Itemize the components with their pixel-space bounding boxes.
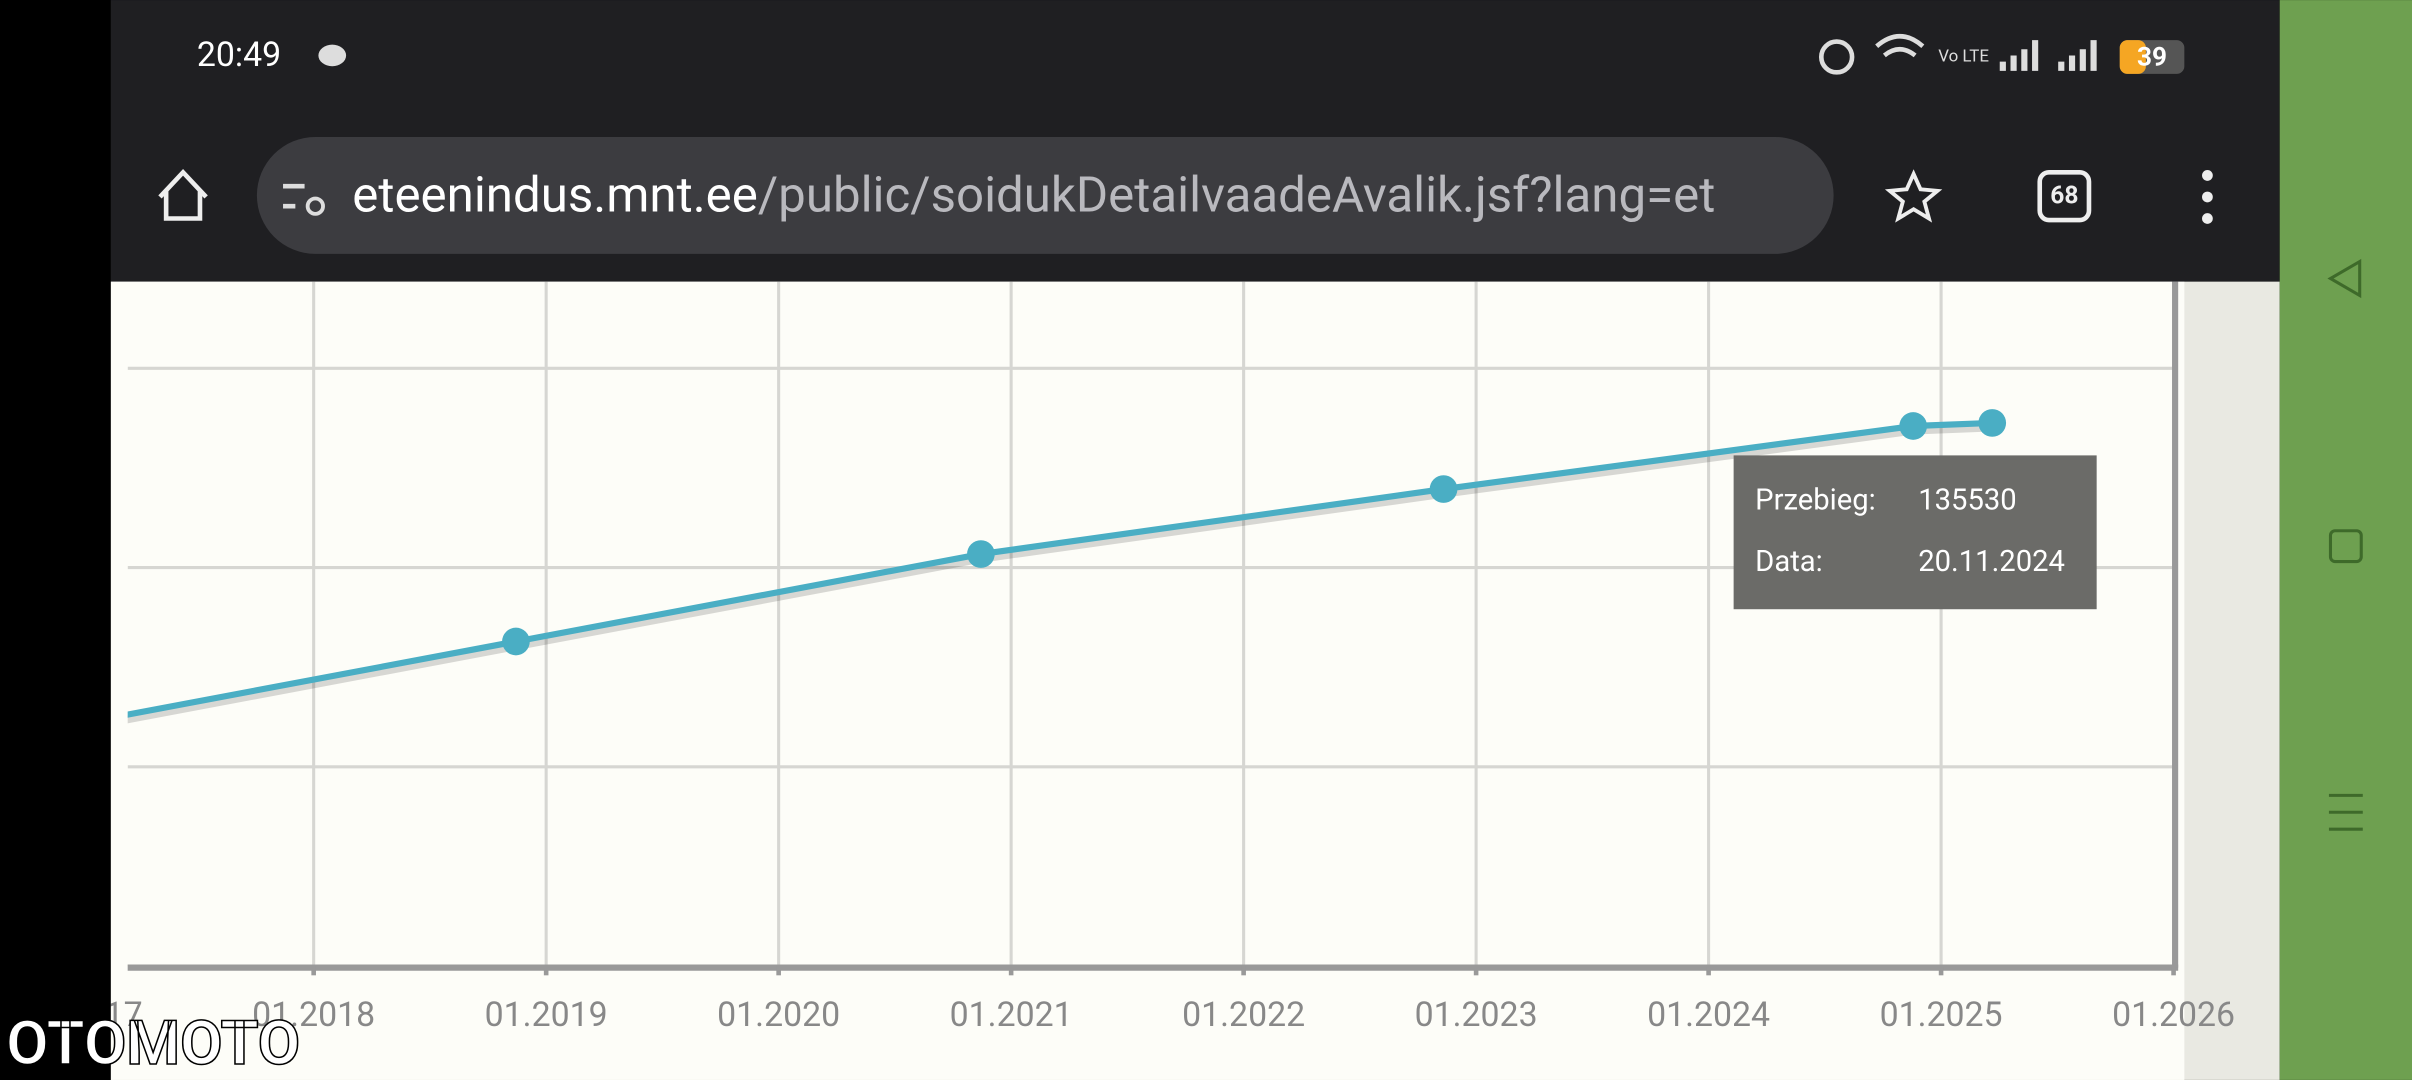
- left-bar: [0, 0, 111, 1080]
- tooltip: Przebieg: 135530 Data: 20.11.2024: [1733, 455, 2097, 610]
- tab-count: 68: [2050, 181, 2078, 210]
- recents-button[interactable]: [2328, 793, 2363, 831]
- plot-area: [127, 281, 2174, 967]
- nav-bar: [2279, 0, 2412, 1080]
- wifi-icon: [1875, 33, 1925, 58]
- url-bar[interactable]: [256, 136, 1834, 254]
- alarm-icon: [1818, 39, 1855, 75]
- x-tick-label: 01.2024: [1647, 996, 1770, 1035]
- watermark: OTOMOTO: [6, 1008, 300, 1080]
- data-point: [1429, 475, 1458, 503]
- data-point: [502, 627, 530, 656]
- tooltip-box: [1733, 455, 2097, 610]
- clock: 20:49: [197, 36, 281, 75]
- site-settings-icon: [305, 196, 325, 216]
- data-point: [1978, 409, 2007, 437]
- battery-level: [2119, 40, 2146, 74]
- chart-panel: [110, 281, 2185, 1080]
- battery-text: 39: [2137, 42, 2167, 72]
- data-point: [1899, 412, 1928, 440]
- menu-button[interactable]: [2202, 170, 2213, 224]
- signal-icon: [1999, 40, 2097, 71]
- home-button[interactable]: [158, 168, 208, 221]
- tooltip-label: Przebieg:: [1755, 483, 1876, 517]
- x-tick-label: 01.2018: [252, 996, 375, 1035]
- plot: [127, 281, 2174, 967]
- tooltip-value: 135530: [1918, 483, 2017, 517]
- url-host: eteenindus.mnt.ee: [352, 167, 758, 225]
- tooltip-label: Data:: [1755, 545, 1823, 579]
- network-label: Vo LTE: [1938, 46, 1989, 66]
- tooltip-value: 20.11.2024: [1918, 545, 2065, 579]
- x-tick-label: 01.2022: [1182, 996, 1305, 1035]
- x-tick-label: 01.2026: [2112, 996, 2235, 1035]
- url-path: /public/soidukDetailvaadeAvalik.jsf?lang…: [758, 167, 1715, 225]
- back-button[interactable]: [2327, 258, 2362, 299]
- data-point: [967, 540, 995, 568]
- tabs-button[interactable]: [2037, 170, 2092, 223]
- x-tick-label: 01.2023: [1415, 996, 1538, 1035]
- site-settings-icon[interactable]: [283, 183, 305, 209]
- x-tick-label: 01.2019: [485, 996, 608, 1035]
- x-tick-label: 01.2020: [717, 996, 840, 1035]
- x-tick-label: 01.2025: [1880, 996, 2003, 1035]
- message-icon: [318, 44, 347, 67]
- url: eteenindus.mnt.ee/public/soidukDetailvaa…: [352, 167, 1715, 225]
- x-tick-label: 01.2021: [950, 996, 1073, 1035]
- bookmark-button[interactable]: [1884, 169, 1943, 223]
- home-nav-button[interactable]: [2328, 529, 2363, 564]
- series-shadow: [127, 423, 1994, 724]
